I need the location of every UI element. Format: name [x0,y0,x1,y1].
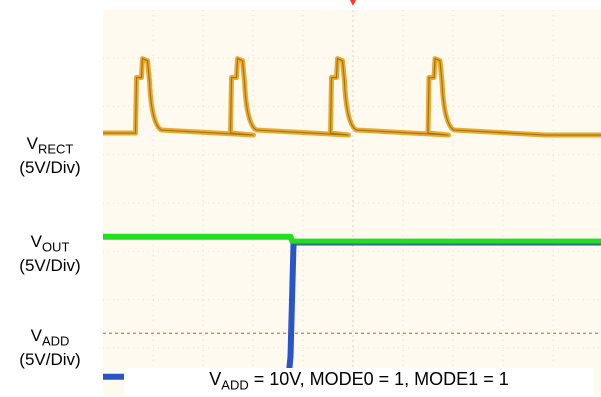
trigger-marker [350,0,356,6]
channel-label-out: VOUT (5V/Div) [19,232,81,276]
trace-vadd-edge [288,243,294,377]
traces [103,56,601,380]
trigger-arrow [350,0,356,6]
channel-label-rect: VRECT (5V/Div) [19,134,81,178]
screen-background [103,10,601,396]
trace-vrect-core [103,57,601,136]
grid [103,10,601,396]
trace-vout [103,233,601,245]
test-condition-caption: VADD = 10V, MODE0 = 1, MODE1 = 1 [124,368,594,397]
channel-label-add: VADD (5V/Div) [19,326,81,370]
